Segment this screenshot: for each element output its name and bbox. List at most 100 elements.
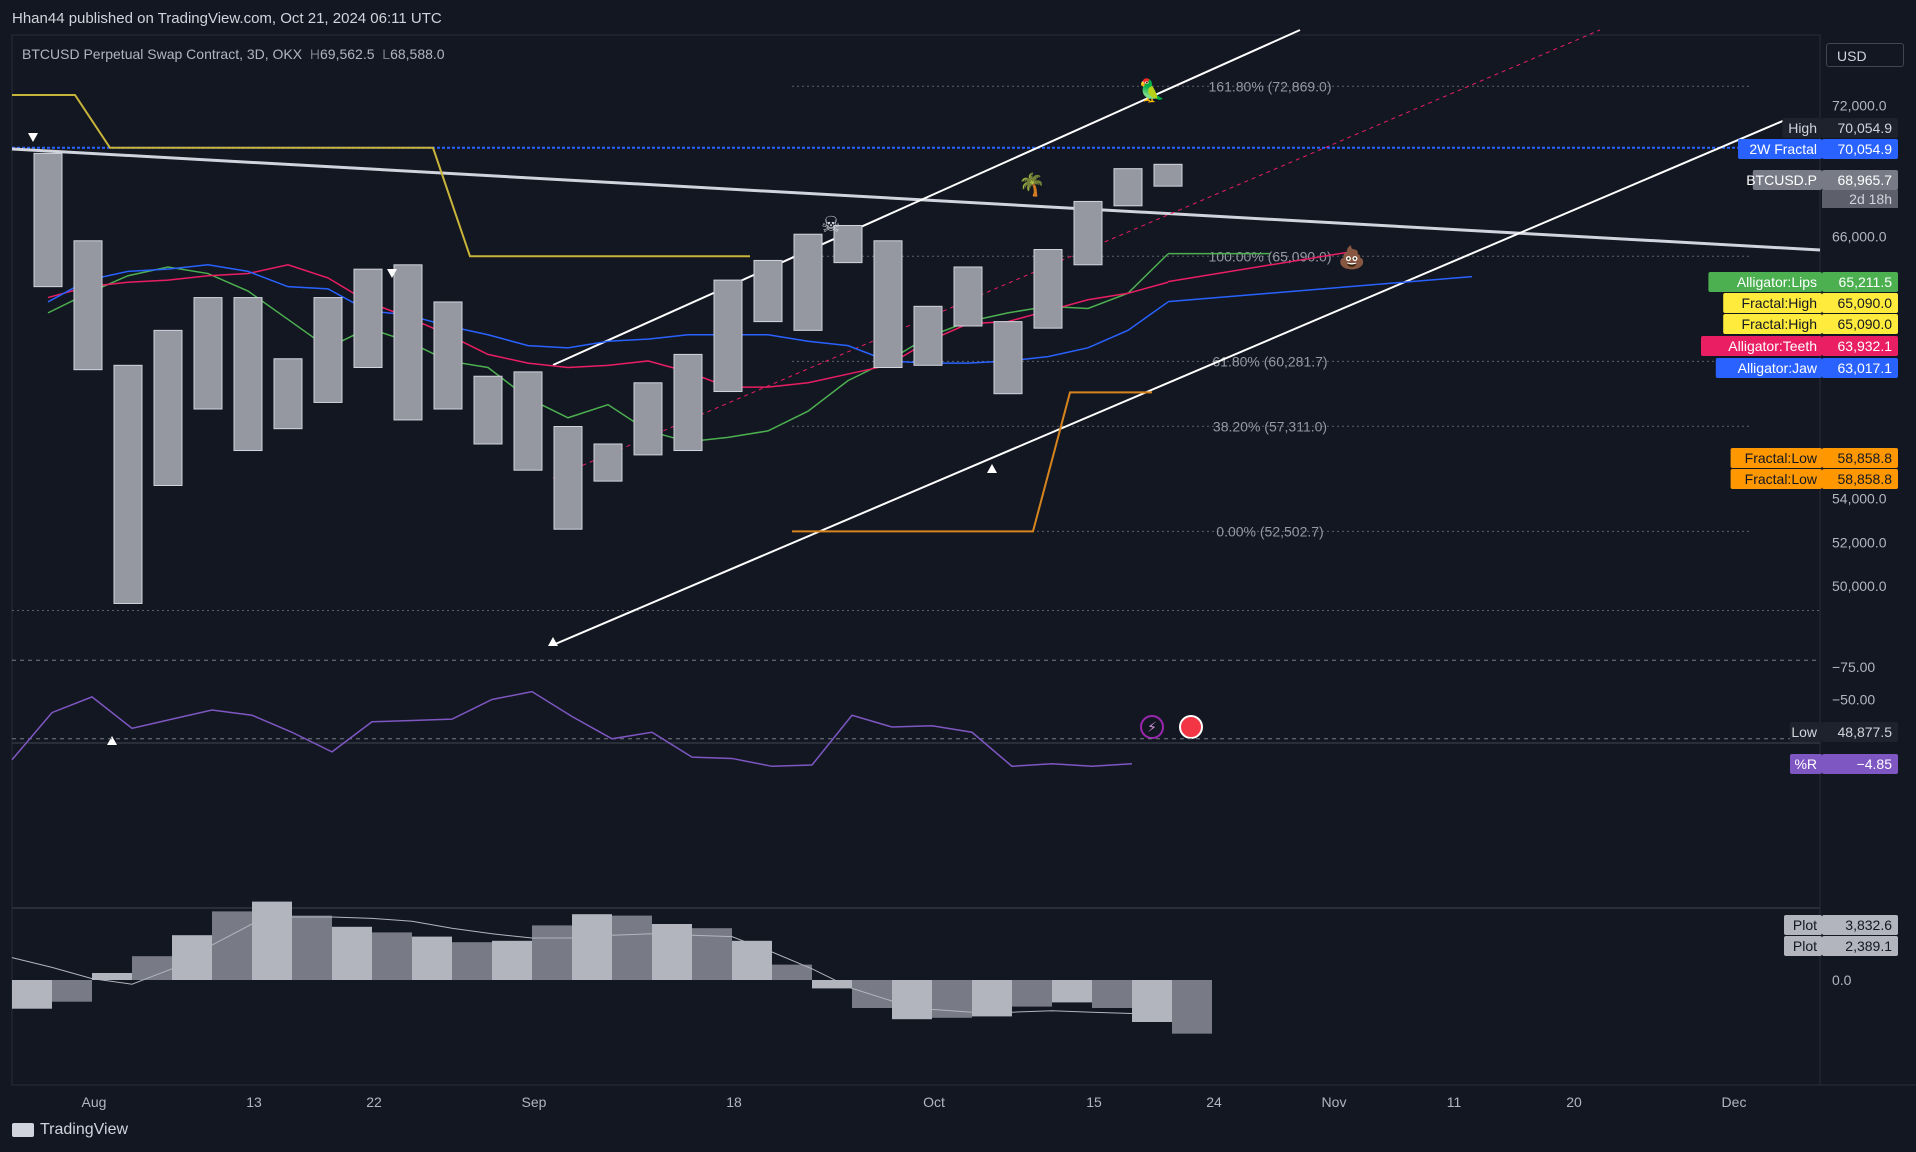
candle xyxy=(353,268,383,368)
price-label-value-box xyxy=(1822,272,1898,292)
resistance-trendline xyxy=(11,147,1821,252)
osc-bar xyxy=(1052,980,1092,1003)
osc-bar xyxy=(172,935,212,980)
time-tick-label: 22 xyxy=(366,1094,382,1110)
price-tick-label: 52,000.0 xyxy=(1832,534,1887,550)
osc-bar xyxy=(492,940,532,980)
price-label-value: 70,054.9 xyxy=(1838,141,1893,157)
price-label-value-box xyxy=(1822,139,1898,159)
price-label-title-box xyxy=(1708,272,1822,292)
osc-label-title: Plot xyxy=(1793,938,1817,954)
price-label-title: Alligator:Jaw xyxy=(1738,360,1818,376)
osc-tick-label: 0.0 xyxy=(1832,972,1852,988)
osc-label-value: 3,832.6 xyxy=(1845,917,1892,933)
candle xyxy=(513,371,543,471)
candle xyxy=(953,266,983,327)
countdown-label: 2d 18h xyxy=(1849,191,1892,207)
high-label: H xyxy=(309,46,321,62)
osc-bar xyxy=(52,980,92,1002)
price-label-title-box xyxy=(1730,469,1822,489)
price-label-value-box xyxy=(1822,336,1898,356)
price-label-value-box xyxy=(1822,469,1898,489)
wr-label-title-box xyxy=(1790,754,1822,774)
price-label-value-box xyxy=(1822,314,1898,334)
candle xyxy=(193,297,223,410)
time-tick-label: 15 xyxy=(1086,1094,1102,1110)
osc-bar xyxy=(132,956,172,980)
time-tick-label: 24 xyxy=(1206,1094,1222,1110)
time-tick-label: 13 xyxy=(246,1094,262,1110)
price-label-title: Fractal:High xyxy=(1742,316,1817,332)
price-label-title: BTCUSD.P xyxy=(1746,172,1817,188)
price-label-value: 68,965.7 xyxy=(1838,172,1893,188)
price-tick-label: 50,000.0 xyxy=(1832,578,1887,594)
wr-label-value: −4.85 xyxy=(1857,756,1893,772)
osc-bar xyxy=(772,964,812,980)
candle xyxy=(1153,163,1183,187)
price-label-value-box xyxy=(1822,448,1898,468)
price-label-title-box xyxy=(1752,170,1822,190)
tradingview-footer[interactable]: TradingView xyxy=(12,1121,128,1139)
time-tick-label: Oct xyxy=(923,1094,945,1110)
osc-label-value-box xyxy=(1822,936,1898,956)
price-label-title: High xyxy=(1788,120,1817,136)
fractal-up-marker xyxy=(548,637,558,646)
osc-bar xyxy=(1092,980,1132,1008)
candle xyxy=(873,240,903,369)
price-tick-label: 66,000.0 xyxy=(1832,228,1887,244)
candle xyxy=(33,152,63,288)
osc-bar xyxy=(292,915,332,980)
osc-bar xyxy=(532,925,572,980)
price-label-value-box xyxy=(1822,170,1898,190)
osc-label-title-box xyxy=(1784,936,1822,956)
price-label-title-box xyxy=(1715,358,1822,378)
price-label-title-box xyxy=(1782,118,1822,138)
symbol-name[interactable]: BTCUSD Perpetual Swap Contract, 3D, OKX xyxy=(22,46,303,62)
price-label-title-box xyxy=(1701,336,1822,356)
price-label-value: 63,932.1 xyxy=(1838,338,1893,354)
osc-label-value-box xyxy=(1822,915,1898,935)
price-label-title-box xyxy=(1789,722,1822,742)
fractal-down-marker xyxy=(387,269,397,278)
brand-name: TradingView xyxy=(40,1121,129,1138)
poop-icon: 💩 xyxy=(1338,245,1365,271)
fractal-down-marker xyxy=(28,133,38,142)
osc-signal-line xyxy=(11,916,1133,1014)
fib-level-label: 38.20% (57,311.0) xyxy=(1213,418,1327,434)
low-value: 68,588.0 xyxy=(390,46,445,62)
osc-label-title: Plot xyxy=(1793,917,1817,933)
price-label-value: 65,211.5 xyxy=(1839,274,1893,290)
candle xyxy=(393,264,423,421)
price-label-title: 2W Fractal xyxy=(1749,141,1817,157)
lightning-glyph-icon: ⚡ xyxy=(1147,720,1157,736)
candle xyxy=(473,375,503,445)
candle xyxy=(673,353,703,452)
wr-tick-label: −50.00 xyxy=(1832,692,1875,708)
candle xyxy=(993,321,1023,395)
price-label-title: Alligator:Lips xyxy=(1737,274,1817,290)
price-label-value: 65,090.0 xyxy=(1838,295,1893,311)
candle xyxy=(233,297,263,452)
currency-selector[interactable]: USD xyxy=(1826,43,1904,67)
price-label-title: Fractal:Low xyxy=(1745,471,1818,487)
alligator-teeth-line xyxy=(1167,250,1353,283)
osc-bar xyxy=(412,936,452,980)
price-label-title-box xyxy=(1723,293,1822,313)
candle xyxy=(273,358,303,430)
candle xyxy=(553,425,583,530)
wr-label-title: %R xyxy=(1794,756,1817,772)
price-label-value-box xyxy=(1822,293,1898,313)
price-tick-label: 54,000.0 xyxy=(1832,491,1887,507)
osc-bar xyxy=(972,980,1012,1017)
low-label: L xyxy=(382,46,391,62)
wr-line xyxy=(11,690,1133,768)
osc-bar xyxy=(1132,980,1172,1022)
fractal-high-line xyxy=(12,94,750,258)
candle xyxy=(1033,249,1063,329)
time-tick-label: Sep xyxy=(522,1094,547,1110)
parrot-icon: 🦜 xyxy=(1138,77,1165,104)
time-tick-label: Aug xyxy=(82,1094,107,1110)
tradingview-logo-icon xyxy=(12,1123,34,1137)
channel-lower-line xyxy=(552,119,1786,646)
